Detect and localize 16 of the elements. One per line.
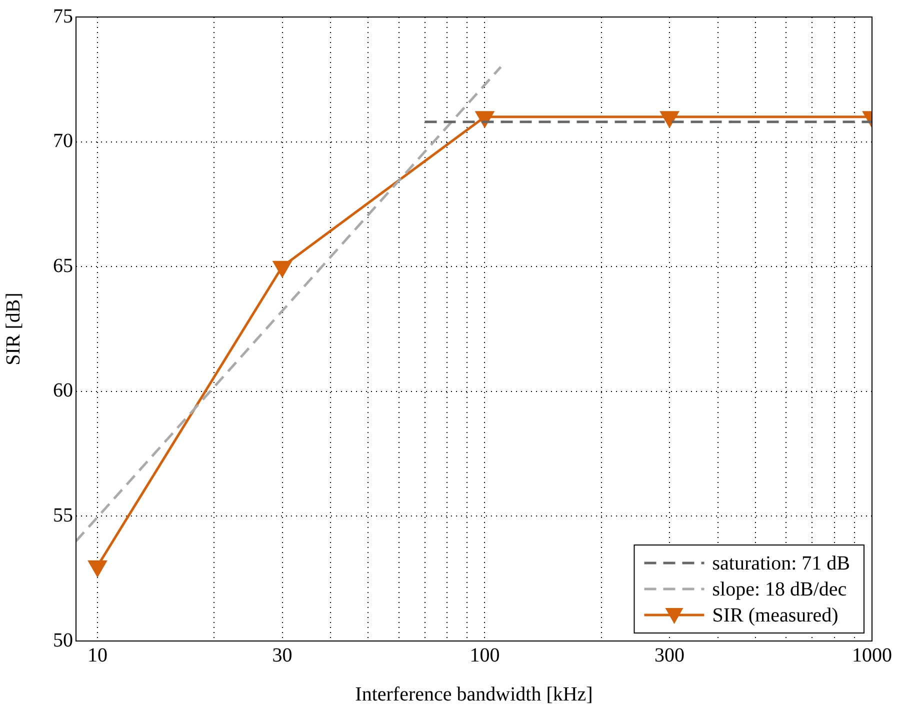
x-tick-label: 10 xyxy=(88,644,108,666)
x-tick-label: 1000 xyxy=(852,644,892,666)
y-tick-label: 60 xyxy=(53,380,73,402)
x-tick-label: 30 xyxy=(272,644,292,666)
y-tick-label: 65 xyxy=(53,254,73,277)
x-axis-title: Interference bandwidth [kHz] xyxy=(355,683,593,706)
y-tick-label: 50 xyxy=(53,629,73,652)
legend-label: SIR (measured) xyxy=(712,604,838,626)
legend-label: saturation: 71 dB xyxy=(712,552,850,574)
x-tick-label: 300 xyxy=(654,644,685,666)
y-axis-title: SIR [dB] xyxy=(2,292,24,366)
y-tick-label: 55 xyxy=(53,504,73,526)
y-tick-label: 70 xyxy=(53,130,73,152)
y-tick-label: 75 xyxy=(53,5,73,28)
x-tick-label: 100 xyxy=(470,644,500,666)
legend-label: slope: 18 dB/dec xyxy=(712,578,847,600)
